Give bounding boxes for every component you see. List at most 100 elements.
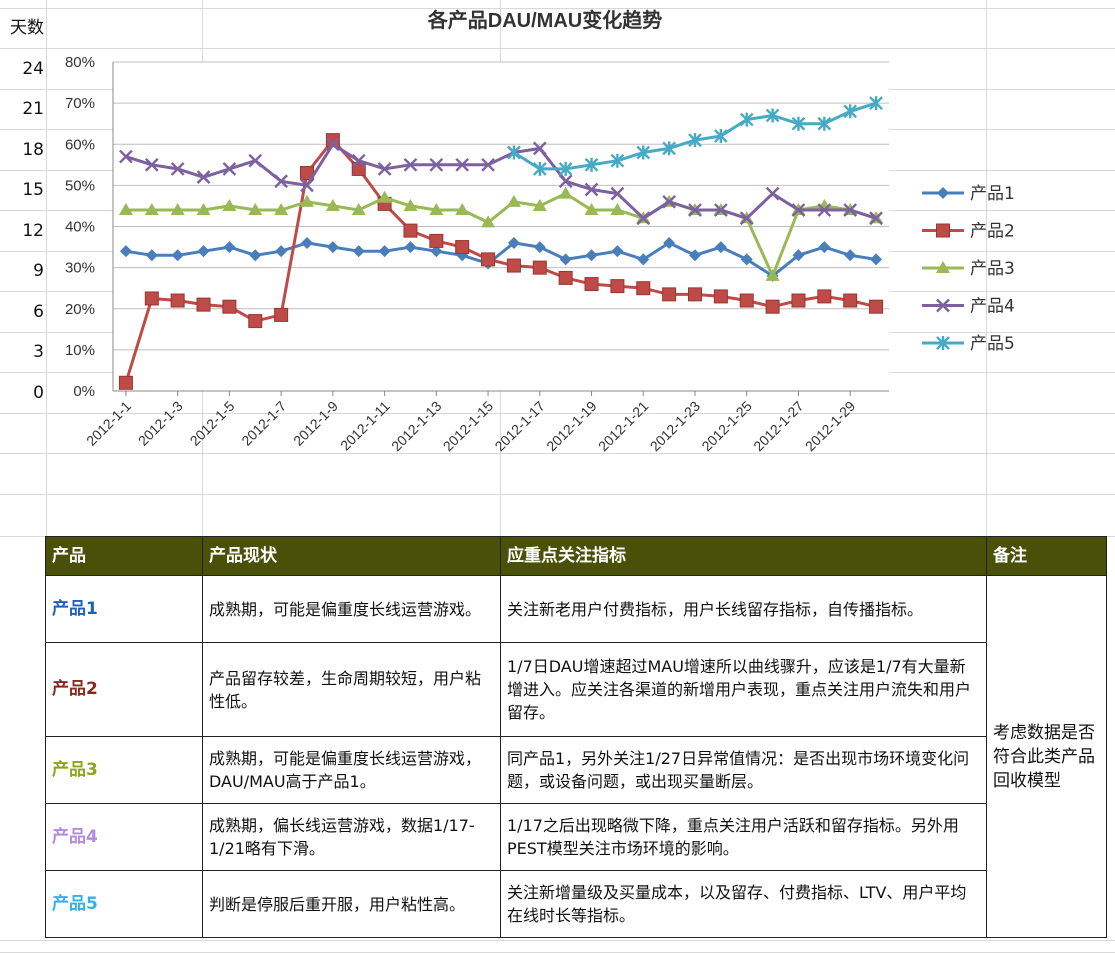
data-point	[301, 236, 313, 249]
product-metrics: 1/17之后出现略微下降，重点关注用户活跃和留存指标。另外用PEST模型关注市场…	[500, 803, 987, 871]
data-point	[481, 252, 496, 267]
data-point	[558, 270, 573, 285]
x-tick-label: 2012-1-27	[750, 398, 807, 455]
data-point	[636, 281, 651, 296]
data-point	[765, 108, 780, 123]
data-point	[559, 253, 572, 266]
legend-marker	[936, 223, 950, 238]
product-status: 成熟期，可能是偏重度长线运营游戏。	[202, 575, 501, 643]
x-tick-label: 2012-1-11	[337, 398, 393, 454]
legend-item: 产品2	[922, 222, 1015, 242]
data-point	[817, 203, 832, 217]
data-point	[532, 141, 547, 156]
y-tick-label: 40%	[65, 219, 95, 236]
data-point	[765, 299, 780, 314]
dau-mau-line-chart: 各产品DAU/MAU变化趋势 0% 10% 20% 30% 40% 50% 60% 70% 80…	[65, 8, 1015, 455]
data-point	[688, 133, 702, 148]
data-point	[222, 162, 237, 176]
data-point	[118, 375, 133, 390]
data-point	[248, 314, 263, 329]
legend-marker	[936, 261, 950, 273]
legend-item: 产品3	[922, 259, 1015, 279]
legend-item: 产品1	[922, 184, 1015, 204]
y-tick-label: 80%	[65, 54, 95, 71]
data-point	[636, 211, 651, 226]
data-point	[688, 203, 702, 217]
data-point	[637, 253, 650, 266]
data-point	[481, 215, 496, 228]
data-point	[636, 145, 651, 160]
legend-label: 产品2	[970, 222, 1015, 242]
day-count-value: 24	[22, 59, 44, 79]
data-point	[506, 258, 521, 273]
x-tick-label: 2012-1-9	[290, 398, 341, 449]
day-count-value: 6	[33, 302, 44, 322]
x-tick-label: 2012-1-5	[187, 398, 238, 449]
data-point	[119, 149, 133, 164]
data-point	[274, 174, 288, 189]
data-point	[611, 245, 624, 258]
legend-label: 产品4	[970, 297, 1015, 317]
legend-label: 产品5	[970, 334, 1015, 354]
data-point	[869, 211, 883, 226]
data-point	[403, 223, 418, 238]
product-metrics: 关注新老用户付费指标，用户长线留存指标，自传播指标。	[500, 575, 987, 643]
data-point	[584, 277, 599, 292]
legend-marker	[936, 336, 950, 350]
data-point	[740, 253, 753, 266]
data-point	[532, 161, 547, 176]
data-point	[532, 198, 547, 211]
data-point	[610, 153, 625, 168]
data-point	[378, 245, 391, 258]
y-tick-label: 0%	[73, 383, 95, 400]
product-status: 判断是停服后重开服，用户粘性高。	[202, 870, 501, 938]
data-point	[248, 153, 263, 168]
data-point	[713, 289, 728, 304]
product-name: 产品4	[45, 803, 203, 871]
data-point	[843, 293, 858, 308]
series-line	[125, 192, 877, 278]
data-point	[739, 112, 754, 127]
day-count-value: 0	[33, 383, 44, 403]
data-point	[352, 245, 365, 258]
data-point	[714, 241, 727, 254]
data-point	[817, 116, 832, 131]
x-tick-label: 2012-1-17	[491, 398, 548, 455]
table-row: 产品5 判断是停服后重开服，用户粘性高。 关注新增量级及买量成本，以及留存、付费…	[45, 870, 1107, 938]
data-point	[274, 307, 289, 322]
x-tick-label: 2012-1-1	[83, 398, 134, 449]
data-point	[584, 182, 599, 197]
data-point	[455, 203, 470, 216]
data-point	[249, 249, 262, 262]
legend-item: 产品5	[922, 334, 1015, 354]
data-point	[585, 249, 598, 262]
day-count-value: 12	[22, 221, 44, 241]
day-count-column: 天数 24 21 18 15 12 9 6 3 0	[0, 0, 46, 460]
data-point	[843, 104, 858, 119]
data-point	[507, 145, 521, 160]
y-tick-label: 10%	[65, 342, 95, 359]
data-point	[792, 249, 805, 262]
data-point	[430, 245, 443, 258]
product-status: 产品留存较差，生命周期较短，用户粘性低。	[202, 642, 501, 737]
data-point	[869, 299, 884, 314]
data-point	[481, 157, 495, 172]
product-status: 成熟期，偏长线运营游戏，数据1/17-1/21略有下滑。	[202, 803, 501, 871]
y-tick-label: 30%	[65, 260, 95, 277]
data-point	[300, 178, 314, 193]
legend-marker	[936, 298, 950, 313]
data-point	[791, 293, 806, 308]
table-header-row: 产品 产品现状 应重点关注指标 备注	[45, 536, 1107, 576]
data-point	[144, 291, 159, 306]
data-point	[714, 129, 728, 144]
data-point	[118, 203, 133, 216]
y-axis-ticks: 0% 10% 20% 30% 40% 50% 60% 70% 80%	[65, 54, 95, 400]
data-point	[275, 245, 288, 258]
data-point	[818, 241, 831, 254]
x-tick-label: 2012-1-13	[388, 398, 445, 455]
table-row: 产品3 成熟期，可能是偏重度长线运营游戏，DAU/MAU高于产品1。 同产品1，…	[45, 736, 1107, 804]
note-cell: 考虑数据是否符合此类产品回收模型	[986, 575, 1107, 938]
table-row: 产品2 产品留存较差，生命周期较短，用户粘性低。 1/7日DAU增速超过MAU增…	[45, 642, 1107, 737]
data-point	[429, 203, 444, 216]
data-point	[351, 203, 366, 216]
